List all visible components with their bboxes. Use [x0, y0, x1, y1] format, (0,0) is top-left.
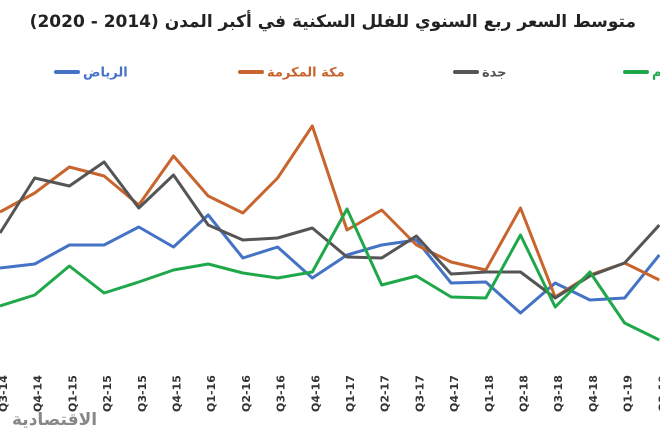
x-tick-label: Q1-17: [344, 375, 357, 412]
x-tick-label: Q4-17: [448, 375, 461, 412]
x-tick-label: Q1-15: [66, 375, 79, 412]
x-tick-label: Q1-16: [205, 375, 218, 412]
x-tick-label: Q2-15: [101, 375, 114, 412]
x-tick-label: Q2-16: [240, 375, 253, 412]
x-tick-label: Q3-15: [136, 375, 149, 412]
x-tick-label: Q3-14: [0, 375, 10, 412]
x-tick-label: Q4-15: [171, 375, 184, 412]
legend-label: مكة المكرمة: [267, 66, 345, 81]
series-line: [0, 124, 660, 299]
x-tick-label: Q3-16: [275, 375, 288, 412]
x-tick-label: Q4-14: [32, 375, 45, 412]
x-tick-label: Q4-16: [309, 375, 322, 412]
legend-label: الدمام: [652, 66, 660, 81]
x-tick-label: Q2-17: [379, 375, 392, 412]
source-logo: الاقتصادية: [12, 410, 97, 430]
chart-title: متوسط السعر ربع السنوي للفلل السكنية في …: [30, 10, 636, 32]
series-line: [0, 213, 660, 315]
x-tick-label: Q2-19: [656, 375, 660, 412]
legend-label: الرياض: [83, 66, 128, 81]
series-line: [0, 207, 660, 342]
x-tick-label: Q4-18: [587, 375, 600, 412]
legend-label: جدة: [482, 66, 507, 81]
x-tick-label: Q1-18: [483, 375, 496, 412]
x-tick-label: Q1-19: [622, 375, 635, 412]
x-tick-label: Q3-18: [552, 375, 565, 412]
x-tick-label: Q2-18: [518, 375, 531, 412]
x-tick-label: Q3-17: [413, 375, 426, 412]
